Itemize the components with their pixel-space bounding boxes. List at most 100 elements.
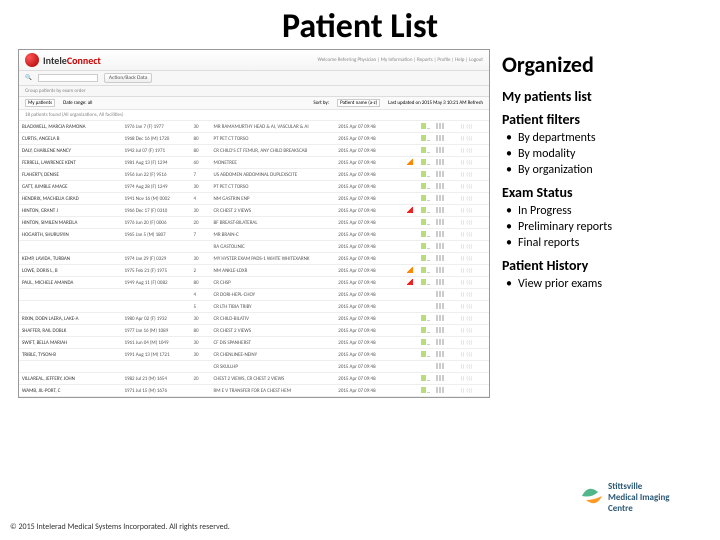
table-row[interactable]: CURTIS, ANGELA B1968 Dec 16 (M) 172080PT… [19,133,489,145]
bars-icon [436,303,444,309]
list-item: View prior exams [506,276,700,292]
marker-icon [421,123,426,129]
bars-icon [436,387,444,393]
logo-icon [25,53,39,67]
bars-icon [436,291,444,297]
status-dots: (( ((( [458,253,489,265]
marker-icon [433,159,434,165]
list-item: By modality [506,146,700,162]
marker-icon [421,219,426,225]
marker-icon [421,339,426,345]
last-updated[interactable]: Last updated on 2015 May 3 10:21 AM Refr… [388,100,483,106]
marker-icon [421,195,426,201]
svg-text:Medical Imaging: Medical Imaging [608,492,670,503]
marker-icon [421,231,426,237]
flag-icon [407,207,413,213]
status-dots: (( ((( [458,301,489,313]
table-row[interactable]: HENDRIX, MACHELIA GIRAD1941 Nov 16 (M) 0… [19,193,489,205]
table-row[interactable]: DALY, CHARLENE NANCY1942 Jul 07 (F) 1971… [19,145,489,157]
table-row[interactable]: GATT, JUMBLE AMAGE1974 Aug 28 (F) 124930… [19,181,489,193]
header-links[interactable]: Welcome Referring Physician | My Informa… [318,57,483,63]
status-dots: (( ((( [458,385,489,397]
app-brand: InteleConnect [43,54,101,67]
bars-icon [436,207,444,213]
table-row[interactable]: RIXIN, DOEN LAERA, LAKE-A1980 Apr 02 (F)… [19,313,489,325]
status-dots: (( ((( [458,349,489,361]
marker-icon [421,279,426,285]
status-dots: (( ((( [458,181,489,193]
list-item: By organization [506,162,700,178]
svg-text:Centre: Centre [608,503,633,514]
table-row[interactable]: SHAFFER, RAIL DOBLK1977 Jan 16 (M) 10898… [19,325,489,337]
patient-list-screenshot: InteleConnect Welcome Referring Physicia… [18,49,490,398]
bars-icon [436,243,444,249]
bars-icon [436,315,444,321]
bars-icon [436,147,444,153]
list-item: By departments [506,130,700,146]
table-row[interactable]: HINTON, SIMILEN MAREILA1976 Jun 20 (F) 0… [19,217,489,229]
table-row[interactable]: 4CR DORI-HEPL-CHOY2015 Apr 07 09:48(( ((… [19,289,489,301]
table-row[interactable]: KEMP, LAVIDA, TURBAN1974 Jan 29 (F) 0329… [19,253,489,265]
status-dots: (( ((( [458,157,489,169]
flag-icon [407,279,413,285]
table-row[interactable]: VILLAREAL, JEFFERY, JOHN1982 Jul 21 (M) … [19,373,489,385]
table-row[interactable]: WAMB, JIL-PORT, C1971 Jul 15 (M) 1676RM … [19,385,489,397]
table-row[interactable]: HOGARTH, SHURUSYIN1965 Jan 5 (M) 18077MR… [19,229,489,241]
marker-icon [421,183,426,189]
search-input[interactable] [38,74,98,82]
status-dots: (( ((( [458,145,489,157]
bars-icon [436,255,444,261]
marker-icon [421,207,426,213]
marker-icon [421,243,426,249]
table-row[interactable]: FLAHERTY, DENISE1956 Jun 22 (F) 95167US … [19,169,489,181]
marker-icon [421,375,426,381]
table-row[interactable]: BLACKWELL, MARCIA RAMONA1976 Jan 7 (F) 1… [19,121,489,133]
list-item: Preliminary reports [506,219,700,235]
status-dots: (( ((( [458,121,489,133]
bars-icon [436,183,444,189]
table-row[interactable]: HINTON, GRANT J1966 Dec 17 (F) 031030CR … [19,205,489,217]
table-row[interactable]: LOWE, DORIS L, B1975 Feb 21 (F) 19752NM … [19,265,489,277]
status-dots: (( ((( [458,217,489,229]
flag-icon [407,159,413,165]
table-row[interactable]: CR SKULLHP2015 Apr 07 09:48(( ((( [19,361,489,373]
status-dots: (( ((( [458,277,489,289]
marker-icon [421,147,426,153]
status-dots: (( ((( [458,193,489,205]
table-row[interactable]: FERRELL, LAWRENCE KENT1981 Aug 13 (F) 12… [19,157,489,169]
sort-select[interactable]: Patient name (a-z) [337,99,380,107]
sort-label: Sort by: [313,100,329,106]
footer-logo: Stittsville Medical Imaging Centre [578,478,698,514]
marker-icon [421,255,426,261]
search-icon: 🔍 [25,75,32,81]
bars-icon [436,327,444,333]
filter-my-patients[interactable]: My patients [25,99,55,107]
count-bar: 18 patients found (All organizations, Al… [19,110,489,121]
status-dots: (( ((( [458,265,489,277]
marker-icon [421,387,426,393]
bars-icon [436,339,444,345]
bars-icon [436,195,444,201]
bars-icon [436,351,444,357]
marker-icon [433,279,434,285]
table-row[interactable]: PAUL, MICHELE AMANDA1949 Aug 11 (F) 0082… [19,277,489,289]
subnav: Group patients by exam order [19,86,489,97]
bars-icon [436,375,444,381]
marker-icon [421,159,426,165]
bars-icon [436,159,444,165]
history-list: View prior exams [502,276,700,292]
swirl-icon [582,489,602,503]
toolbar: 🔍 Action/Back Data [19,71,489,86]
table-row[interactable]: 5CR LTH TIBIA TRIBY2015 Apr 07 09:48(( (… [19,301,489,313]
sidebar-notes: Organized My patients list Patient filte… [490,49,700,398]
status-dots: (( ((( [458,289,489,301]
filter-date[interactable]: Date range: all [63,100,92,106]
table-row[interactable]: SWIFT, BELLA MARIAH1961 Jun 04 (M) 10493… [19,337,489,349]
table-row[interactable]: TRIBLE, TYSON-B1991 Aug 13 (M) 172130CR … [19,349,489,361]
status-dots: (( ((( [458,325,489,337]
status-dots: (( ((( [458,373,489,385]
action-button[interactable]: Action/Back Data [104,73,153,83]
status-dots: (( ((( [458,205,489,217]
marker-icon [421,327,426,333]
table-row[interactable]: RA GASTOLINIC2015 Apr 07 09:48(( ((( [19,241,489,253]
